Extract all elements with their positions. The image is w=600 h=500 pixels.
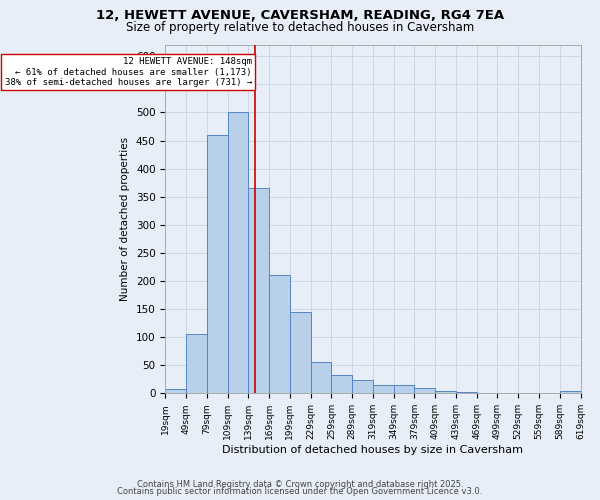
Text: Contains public sector information licensed under the Open Government Licence v3: Contains public sector information licen… <box>118 487 482 496</box>
Bar <box>394 386 415 394</box>
Bar <box>560 391 581 394</box>
Bar <box>477 393 497 394</box>
Y-axis label: Number of detached properties: Number of detached properties <box>121 137 130 301</box>
Bar <box>269 276 290 394</box>
Bar <box>290 312 311 394</box>
Bar <box>166 390 186 394</box>
Bar <box>248 188 269 394</box>
Bar <box>207 135 227 394</box>
Bar <box>227 112 248 394</box>
Bar <box>331 376 352 394</box>
Text: 12, HEWETT AVENUE, CAVERSHAM, READING, RG4 7EA: 12, HEWETT AVENUE, CAVERSHAM, READING, R… <box>96 9 504 22</box>
Text: Contains HM Land Registry data © Crown copyright and database right 2025.: Contains HM Land Registry data © Crown c… <box>137 480 463 489</box>
Text: 12 HEWETT AVENUE: 148sqm
← 61% of detached houses are smaller (1,173)
38% of sem: 12 HEWETT AVENUE: 148sqm ← 61% of detach… <box>5 58 252 87</box>
Bar <box>518 393 539 394</box>
Bar <box>435 390 456 394</box>
Bar <box>456 392 477 394</box>
Text: Size of property relative to detached houses in Caversham: Size of property relative to detached ho… <box>126 21 474 34</box>
X-axis label: Distribution of detached houses by size in Caversham: Distribution of detached houses by size … <box>223 445 523 455</box>
Bar <box>539 393 560 394</box>
Bar <box>186 334 207 394</box>
Bar <box>373 386 394 394</box>
Bar <box>497 393 518 394</box>
Bar <box>415 388 435 394</box>
Bar <box>311 362 331 394</box>
Bar <box>352 380 373 394</box>
